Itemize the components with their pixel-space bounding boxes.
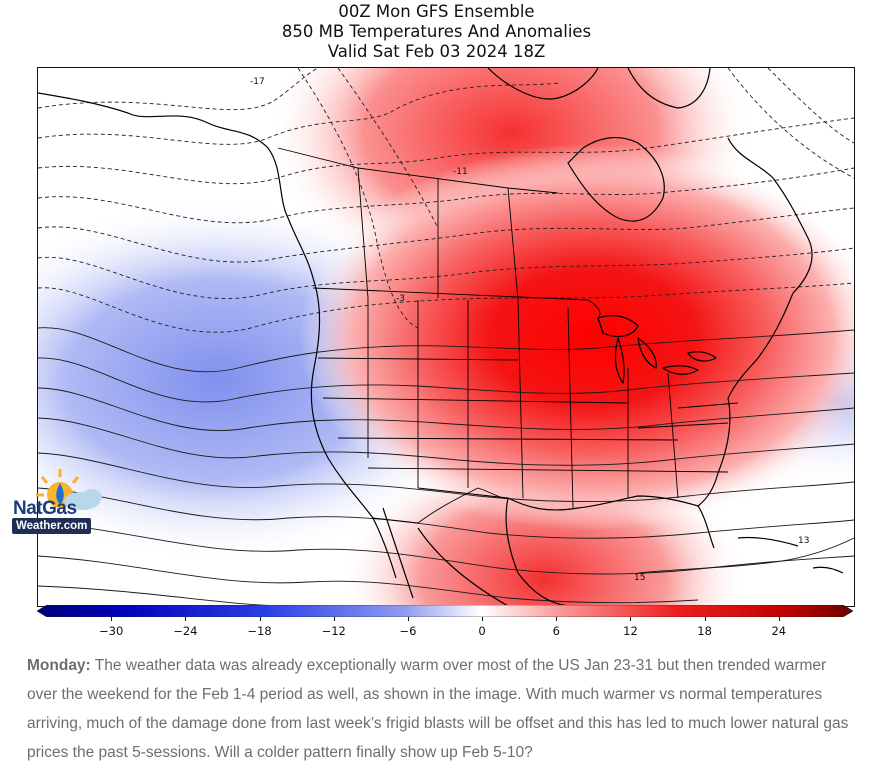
sun-rays-icon	[36, 469, 80, 497]
colorbar-tick-mark	[778, 617, 780, 621]
negative-contours	[38, 68, 854, 333]
colorbar-tick-label: 6	[552, 624, 560, 638]
warm-anomaly-core	[38, 68, 854, 606]
caption-text: The weather data was already exceptional…	[27, 657, 849, 761]
contour-labels: -17 -11 -3 13 15	[250, 77, 809, 583]
contour-label-13: 13	[798, 536, 809, 546]
anomaly-map: -17 -11 -3 13 15	[37, 67, 855, 607]
positive-contours	[38, 327, 854, 606]
article-caption: Monday: The weather data was already exc…	[27, 651, 857, 767]
map-title: 00Z Mon GFS Ensemble 850 MB Temperatures…	[0, 2, 873, 62]
colorbar-tick-mark	[630, 617, 632, 621]
colorbar-tick-label: −6	[399, 624, 417, 638]
colorbar-tick-label: −18	[247, 624, 272, 638]
natgas-logo-graphic	[36, 469, 102, 510]
contour-label-15: 15	[634, 573, 645, 583]
anomaly-colorbar	[37, 605, 853, 617]
colorbar-tick-label: 24	[771, 624, 787, 638]
contour-label-neg3: -3	[396, 294, 405, 304]
colorbar-tick-mark	[407, 617, 409, 621]
colorbar-tick-mark	[482, 617, 484, 621]
colorbar-tick-mark	[556, 617, 558, 621]
colorbar-tick-label: 18	[697, 624, 712, 638]
coastlines	[38, 68, 844, 606]
logo-domain: Weather.com	[12, 518, 92, 534]
logo-wordmark: NatGas	[13, 498, 77, 519]
title-line-2: 850 MB Temperatures And Anomalies	[281, 22, 592, 41]
state-borders	[277, 147, 739, 524]
colorbar-tick-mark	[111, 617, 113, 621]
colorbar-tick-label: −30	[99, 624, 124, 638]
colorbar-tick-mark	[333, 617, 335, 621]
flame-icon	[56, 483, 64, 505]
caption-label: Monday:	[27, 657, 91, 674]
title-line-3: Valid Sat Feb 03 2024 18Z	[327, 42, 546, 61]
map-svg: -17 -11 -3 13 15	[38, 68, 854, 606]
contour-label-neg17: -17	[250, 77, 265, 87]
colorbar-tick-label: 12	[623, 624, 638, 638]
colorbar-tick-label: −24	[173, 624, 198, 638]
colorbar-tick-mark	[185, 617, 187, 621]
colorbar-tick-mark	[259, 617, 261, 621]
colorbar-tick-label: −12	[321, 624, 346, 638]
title-line-1: 00Z Mon GFS Ensemble	[338, 2, 535, 21]
colorbar-tick-labels: −30 −24 −18 −12 −6 0 6 12 18 24	[0, 624, 873, 642]
contour-label-neg11: -11	[453, 167, 468, 177]
colorbar-tick-mark	[704, 617, 706, 621]
colorbar-tick-label: 0	[478, 624, 486, 638]
